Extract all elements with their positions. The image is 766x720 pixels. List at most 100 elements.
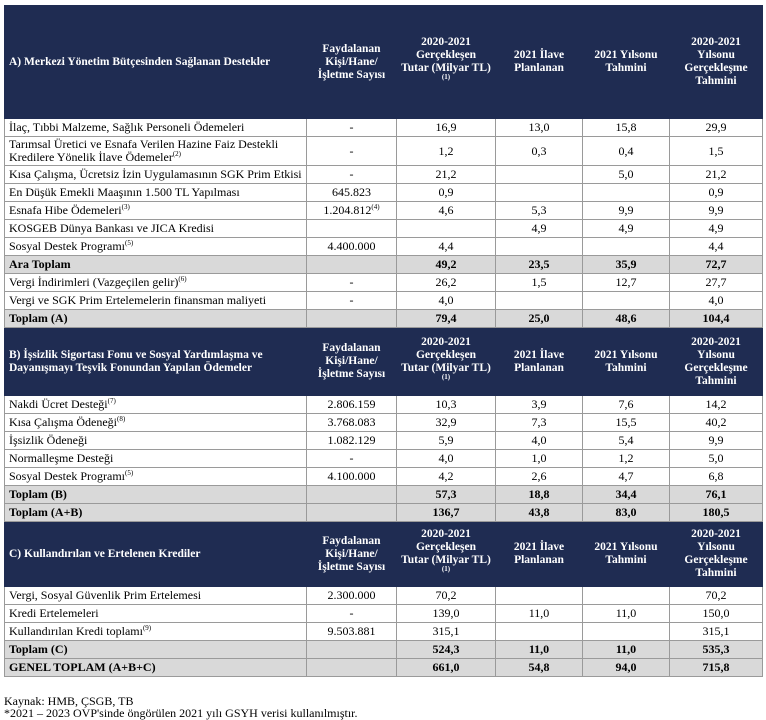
cell-value: 1,5 xyxy=(531,275,547,289)
footnote-mark: (7) xyxy=(107,397,116,405)
row-label-text: Esnafa Hibe Ödemeleri xyxy=(9,203,122,217)
cell: 10,3 xyxy=(396,395,496,414)
cell: - xyxy=(306,604,397,623)
footnote-mark: (1) xyxy=(441,565,451,574)
cell: - xyxy=(306,165,397,184)
row-label-text: Kullandırılan Kredi toplamı xyxy=(9,624,143,638)
section-title: B) İşsizlik Sigortası Fonu ve Sosyal Yar… xyxy=(4,327,307,396)
cell-value: 2.300.000 xyxy=(327,588,376,602)
cell-value: 9.503.881 xyxy=(327,624,376,638)
row-label: GENEL TOPLAM (A+B+C) xyxy=(4,658,307,677)
cell-value: 57,3 xyxy=(435,487,457,501)
cell: 1,5 xyxy=(669,136,763,166)
cell-value: 4.100.000 xyxy=(327,469,376,483)
column-header: 2020-2021 Yılsonu Gerçekleşme Tahmini xyxy=(669,521,763,587)
cell-value: 11,0 xyxy=(615,642,637,656)
column-header-text: 2021 İlave Planlanan xyxy=(513,49,565,74)
cell-value: 4,9 xyxy=(618,221,634,235)
row-label: Sosyal Destek Programı(5) xyxy=(4,467,307,486)
cell-value: 4,9 xyxy=(531,221,547,235)
cell: 4,0 xyxy=(396,291,496,310)
column-header-text: 2021 Yılsonu Tahmini xyxy=(594,348,658,374)
cell: - xyxy=(306,136,397,166)
row-label-text: Sosyal Destek Programı xyxy=(9,239,125,253)
cell: 32,9 xyxy=(396,413,496,432)
column-header: Faydalanan Kişi/Hane/ İşletme Sayısı xyxy=(306,521,397,587)
column-header-text: 2021 Yılsonu Tahmini xyxy=(594,49,658,74)
column-header-text: 2020-2021 Yılsonu Gerçekleşme Tahmini xyxy=(684,528,748,579)
row-label-text: Ara Toplam xyxy=(9,257,71,271)
cell: 4,2 xyxy=(396,467,496,486)
row-label: Kredi Ertelemeleri xyxy=(4,604,307,623)
cell: 4,0 xyxy=(669,291,763,310)
data-row: Kısa Çalışma Ödeneği(8) 3.768.083 32,9 7,3 1… xyxy=(4,413,763,432)
cell-value: 49,2 xyxy=(435,257,457,271)
cell: 14,2 xyxy=(669,395,763,414)
cell: 2.300.000 xyxy=(306,586,397,605)
column-header-text: 2021 İlave Planlanan xyxy=(513,541,565,566)
row-label: Esnafa Hibe Ödemeleri(3) xyxy=(4,201,307,220)
cell-value: 9,9 xyxy=(708,433,724,447)
column-header: 2020-2021 Gerçekleşen Tutar (Milyar TL) … xyxy=(396,327,496,396)
row-label: İşsizlik Ödeneği xyxy=(4,431,307,450)
cell-value: - xyxy=(349,120,354,134)
column-header: 2021 Yılsonu Tahmini xyxy=(582,5,670,119)
cell-value: 4.400.000 xyxy=(327,239,376,253)
cell: 1.082.129 xyxy=(306,431,397,450)
cell-value: 72,7 xyxy=(705,257,727,271)
column-header: 2021 İlave Planlanan xyxy=(495,5,583,119)
cell-value: 524,3 xyxy=(432,642,460,656)
row-label: Toplam (C) xyxy=(4,640,307,659)
section-header: B) İşsizlik Sigortası Fonu ve Sosyal Yar… xyxy=(4,327,763,396)
cell-value: 70,2 xyxy=(705,588,727,602)
row-label-text: Kısa Çalışma, Ücretsiz İzin Uygulamasını… xyxy=(9,167,302,181)
cell-value: 2.806.159 xyxy=(327,397,376,411)
cell: 1,5 xyxy=(495,273,583,292)
cell: 94,0 xyxy=(582,658,670,677)
row-label-text: İlaç, Tıbbi Malzeme, Sağlık Personeli Öd… xyxy=(9,120,245,134)
column-header-text: 2020-2021 Gerçekleşen Tutar (Milyar TL) xyxy=(401,528,491,566)
cell-value: 94,0 xyxy=(615,660,637,674)
cell-value: 48,6 xyxy=(615,311,637,325)
row-label: Vergi ve SGK Prim Ertelemelerin finansma… xyxy=(4,291,307,310)
row-label: Kullandırılan Kredi toplamı(9) xyxy=(4,622,307,641)
cell xyxy=(582,183,670,202)
cell xyxy=(306,658,397,677)
cell-value: 180,5 xyxy=(702,505,730,519)
column-header-text: 2020-2021 Gerçekleşen Tutar (Milyar TL) xyxy=(401,335,491,374)
row-label-text: Sosyal Destek Programı xyxy=(9,469,125,483)
column-header-text: 2021 Yılsonu Tahmini xyxy=(594,541,658,566)
cell xyxy=(495,183,583,202)
cell-value: 76,1 xyxy=(705,487,727,501)
cell-value: 54,8 xyxy=(528,660,550,674)
cell-value: 0,9 xyxy=(438,185,454,199)
cell: 4,9 xyxy=(582,219,670,238)
data-row: Vergi, Sosyal Güvenlik Prim Ertelemesi 2.… xyxy=(4,586,763,605)
cell-value: 7,6 xyxy=(618,397,634,411)
cell: 4.100.000 xyxy=(306,467,397,486)
cell: 0,9 xyxy=(669,183,763,202)
column-header: 2021 İlave Planlanan xyxy=(495,327,583,396)
cell: - xyxy=(306,449,397,468)
cell: 4,6 xyxy=(396,201,496,220)
column-header: 2021 Yılsonu Tahmini xyxy=(582,327,670,396)
row-label: En Düşük Emekli Maaşının 1.500 TL Yapılm… xyxy=(4,183,307,202)
cell-value: 9,9 xyxy=(618,203,634,217)
cell: 315,1 xyxy=(669,622,763,641)
cell: 4,9 xyxy=(495,219,583,238)
cell: 139,0 xyxy=(396,604,496,623)
cell-value: 150,0 xyxy=(702,606,730,620)
cell: 25,0 xyxy=(495,309,583,328)
data-row: Vergi İndirimleri (Vazgeçilen gelir)(6) -… xyxy=(4,273,763,292)
cell: 661,0 xyxy=(396,658,496,677)
column-header-text: 2021 İlave Planlanan xyxy=(513,348,565,374)
row-label: İlaç, Tıbbi Malzeme, Sağlık Personeli Öd… xyxy=(4,118,307,137)
cell: 4,0 xyxy=(495,431,583,450)
column-header-text: 2020-2021 Yılsonu Gerçekleşme Tahmini xyxy=(684,36,748,87)
cell-value: 40,2 xyxy=(705,415,727,429)
row-label: Nakdi Ücret Desteği(7) xyxy=(4,395,307,414)
cell: 4,0 xyxy=(396,449,496,468)
data-row: En Düşük Emekli Maaşının 1.500 TL Yapılm… xyxy=(4,183,763,202)
cell: 5,4 xyxy=(582,431,670,450)
